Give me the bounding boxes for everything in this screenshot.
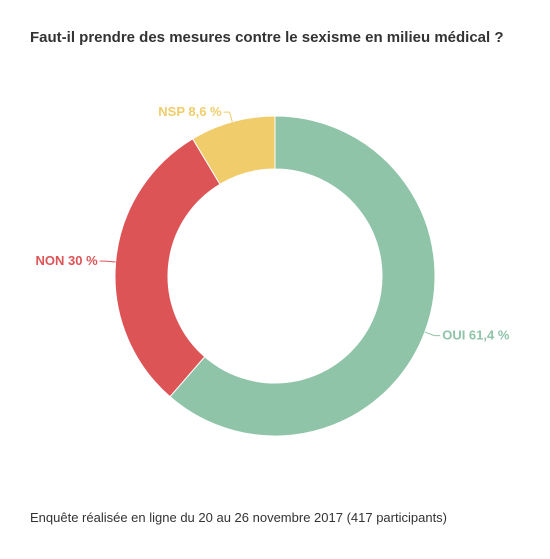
slice-label-non: NON 30 %	[36, 253, 99, 268]
slice-oui	[169, 115, 436, 437]
leader-line-non	[99, 260, 116, 263]
donut-chart: OUI 61,4 % NON 30 % NSP 8,6 %	[36, 104, 510, 437]
chart-footer: Enquête réalisée en ligne du 20 au 26 no…	[30, 510, 448, 525]
slice-label-nsp: NSP 8,6 %	[158, 104, 222, 119]
leader-line-oui	[424, 331, 441, 337]
slice-non	[114, 138, 221, 398]
slice-nsp	[192, 115, 276, 185]
leader-line-nsp	[223, 111, 233, 122]
slice-label-oui: OUI 61,4 %	[442, 328, 510, 343]
chart-title: Faut-il prendre des mesures contre le se…	[30, 29, 504, 46]
